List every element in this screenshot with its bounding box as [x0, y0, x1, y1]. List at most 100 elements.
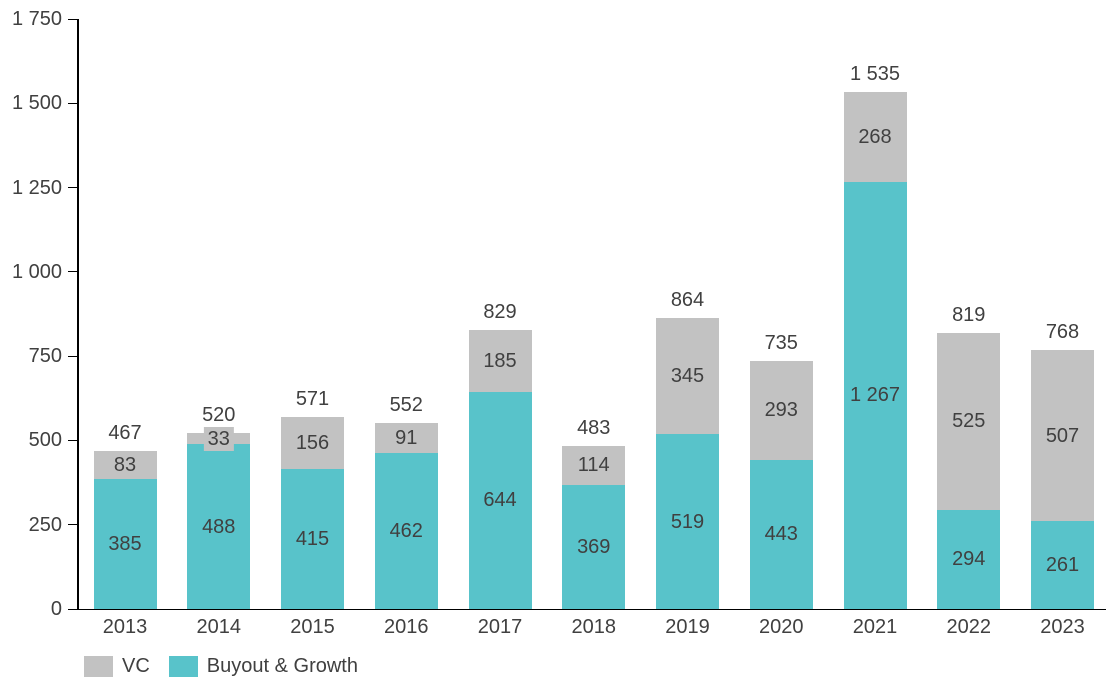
segment-value-label: 83	[113, 454, 137, 477]
bar-segment-buyout-growth	[468, 391, 532, 609]
bar-segment-vc	[374, 422, 438, 454]
segment-value-label: 385	[108, 533, 142, 556]
segment-value-label: 156	[295, 431, 330, 454]
segment-value-label: 294	[952, 548, 986, 571]
x-axis-category-label: 2014	[196, 616, 242, 638]
y-axis-tick	[68, 355, 77, 357]
bar-segment-vc	[749, 360, 813, 460]
legend-label: VC	[122, 655, 150, 677]
bar-total-label: 735	[764, 331, 798, 354]
segment-value-label: 488	[202, 515, 236, 538]
x-axis-category-label: 2016	[384, 616, 429, 638]
bar-segment-vc	[281, 416, 344, 470]
bar-segment-buyout-growth	[749, 459, 813, 609]
segment-value-label: 293	[764, 399, 798, 422]
bar-segment-buyout-growth	[1031, 521, 1094, 609]
bar-segment-vc	[1031, 350, 1094, 522]
segment-value-label: 443	[764, 523, 798, 546]
bar-2020: 443 293	[749, 360, 813, 609]
y-axis-line	[77, 19, 79, 610]
bar-segment-buyout-growth	[843, 181, 907, 609]
segment-value-label: 1 267	[849, 384, 901, 407]
legend-swatch-vc	[84, 656, 113, 677]
bar-total-label: 1 535	[849, 62, 901, 85]
x-axis-category-label: 2020	[759, 616, 804, 638]
y-axis-tick-label: 250	[28, 513, 62, 536]
x-axis-category-label: 2023	[1040, 616, 1085, 638]
segment-value-label: 415	[295, 528, 330, 551]
y-axis-tick	[68, 18, 77, 20]
segment-value-label: 185	[483, 349, 517, 372]
segment-value-label: 525	[952, 410, 986, 433]
y-axis-tick	[68, 187, 77, 189]
bar-segment-buyout-growth	[562, 484, 626, 609]
bar-2023: 261 507	[1031, 350, 1094, 609]
bar-total-label: 819	[952, 303, 986, 326]
y-axis-tick-label: 1 000	[11, 260, 62, 283]
bar-segment-buyout-growth	[937, 509, 1001, 609]
x-axis-category-label: 2013	[102, 616, 148, 638]
segment-value-label: 114	[577, 454, 610, 477]
y-axis-tick	[68, 439, 77, 441]
bar-segment-vc	[93, 451, 157, 480]
legend-item-vc: VC	[84, 655, 150, 678]
y-axis-tick-label: 750	[28, 345, 62, 368]
bar-total-label: 864	[670, 288, 705, 311]
segment-value-label: 644	[483, 489, 517, 512]
y-axis-tick-label: 500	[28, 429, 62, 452]
bar-2022: 294 525	[937, 332, 1001, 609]
x-axis-line	[77, 608, 1106, 610]
bar-2019: 519 345	[656, 317, 719, 609]
bar-segment-buyout-growth	[374, 453, 438, 609]
segment-value-label: 519	[670, 510, 705, 533]
bar-total-label: 552	[389, 393, 423, 416]
segment-value-label: 462	[389, 520, 423, 543]
y-axis-tick	[68, 524, 77, 526]
segment-value-label: 33	[203, 426, 234, 451]
segment-value-label: 369	[577, 535, 611, 558]
x-axis-category-label: 2019	[665, 616, 710, 638]
y-axis-tick-label: 1 500	[11, 92, 62, 115]
segment-value-label: 345	[670, 364, 705, 387]
y-axis-tick	[68, 102, 77, 104]
bar-2017: 644 185	[468, 329, 532, 609]
bar-2014: 488 33	[187, 426, 251, 609]
bar-segment-buyout-growth	[93, 479, 157, 609]
bar-segment-vc	[656, 317, 719, 435]
x-axis-category-label: 2017	[477, 616, 523, 638]
legend-label: Buyout & Growth	[206, 655, 358, 677]
bar-2013: 385 83	[93, 451, 157, 609]
bar-segment-vc	[843, 91, 907, 182]
bar-2018: 369 114	[562, 446, 626, 609]
y-axis-tick-label: 1 750	[11, 8, 62, 31]
segment-value-label: 268	[858, 125, 892, 148]
segment-value-label: 507	[1045, 424, 1080, 447]
bar-total-label: 467	[108, 422, 142, 445]
y-axis-tick	[68, 608, 77, 610]
bar-total-label: 829	[483, 300, 517, 323]
bar-2015: 415 156	[281, 416, 344, 609]
y-axis-tick-label: 0	[50, 598, 62, 620]
x-axis-category-label: 2022	[946, 616, 992, 638]
bar-segment-vc	[468, 329, 532, 392]
x-axis-category-label: 2018	[571, 616, 617, 638]
bar-total-label: 520	[202, 404, 236, 427]
legend-swatch-buyout-growth	[168, 656, 198, 677]
bar-2021: 1 267 268	[843, 91, 907, 609]
bar-segment-buyout-growth	[187, 444, 251, 609]
bar-segment-buyout-growth	[281, 469, 344, 609]
segment-value-label: 261	[1045, 554, 1080, 576]
legend: VC Buyout & Growth	[84, 655, 377, 678]
bar-total-label: 483	[577, 417, 611, 440]
bar-segment-vc	[562, 446, 626, 485]
x-axis-category-label: 2021	[852, 616, 898, 638]
bar-total-label: 571	[295, 387, 330, 410]
y-axis-tick-label: 1 250	[11, 176, 62, 199]
bar-segment-buyout-growth	[656, 434, 719, 609]
y-axis-tick	[68, 271, 77, 273]
bar-2016: 462 91	[374, 422, 438, 609]
x-axis-category-label: 2015	[290, 616, 335, 638]
bar-total-label: 768	[1045, 321, 1080, 344]
segment-value-label: 91	[395, 426, 418, 449]
